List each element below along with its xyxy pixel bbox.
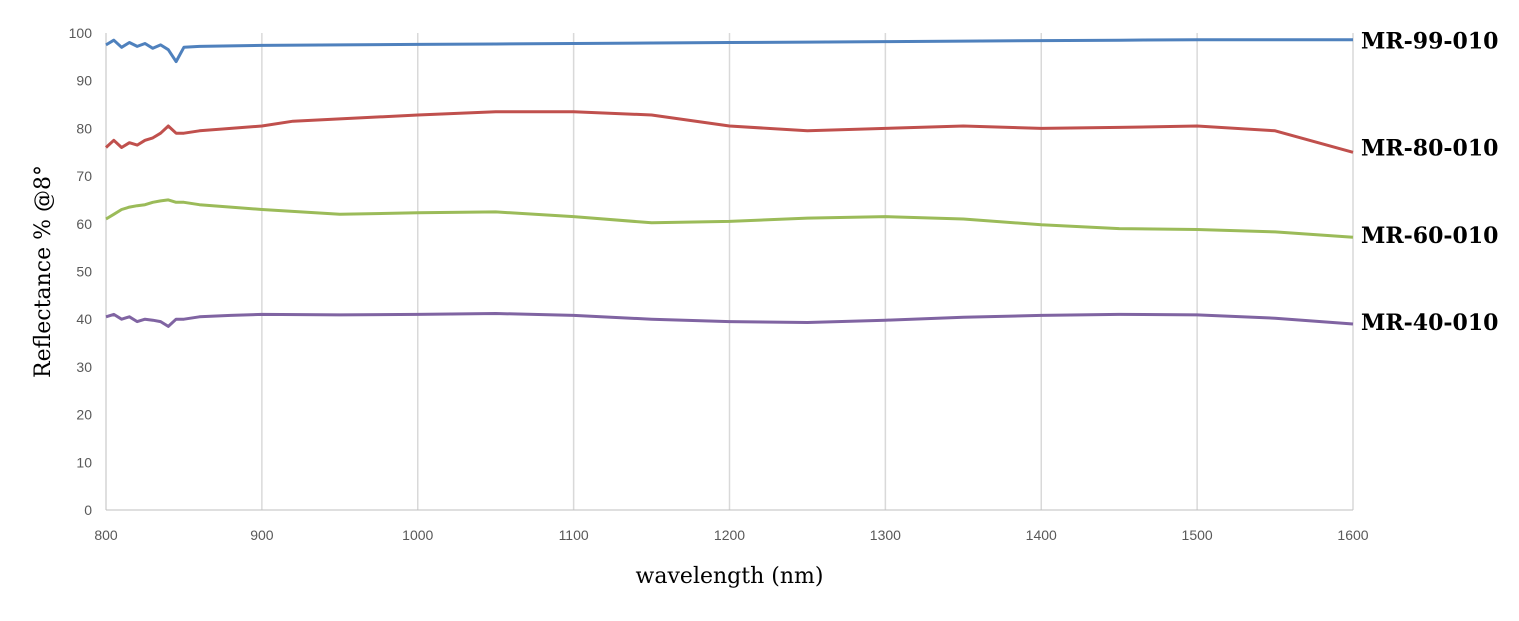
y-tick-label: 20 bbox=[76, 407, 92, 423]
series-label-3: MR-60-010 bbox=[1361, 223, 1498, 249]
y-tick-label: 50 bbox=[76, 264, 92, 280]
series-line-2 bbox=[104, 110, 1354, 154]
series-labels: MR-99-010 MR-80-010 MR-60-010 MR-40-010 bbox=[1361, 29, 1498, 336]
grid-lines bbox=[261, 33, 1354, 510]
x-tick-label: 1400 bbox=[1026, 527, 1057, 543]
y-tick-label: 70 bbox=[76, 168, 92, 184]
x-tick-label: 1300 bbox=[870, 527, 901, 543]
series-label-2: MR-80-010 bbox=[1361, 135, 1498, 161]
x-tick-label: 900 bbox=[250, 527, 274, 543]
y-tick-labels: 0 10 20 30 40 50 60 70 80 90 100 bbox=[69, 25, 93, 518]
y-tick-label: 0 bbox=[84, 502, 92, 518]
x-tick-label: 1200 bbox=[714, 527, 745, 543]
y-tick-label: 60 bbox=[76, 216, 92, 232]
y-tick-label: 90 bbox=[76, 73, 92, 89]
y-tick-label: 80 bbox=[76, 120, 92, 136]
y-tick-label: 10 bbox=[76, 454, 92, 470]
x-axis-title: wavelength (nm) bbox=[636, 564, 824, 589]
y-axis-title: Reflectance % @8° bbox=[31, 165, 56, 378]
y-tick-label: 30 bbox=[76, 359, 92, 375]
x-tick-label: 1000 bbox=[402, 527, 433, 543]
series-label-4: MR-40-010 bbox=[1361, 310, 1498, 336]
x-tick-label: 1600 bbox=[1337, 527, 1368, 543]
y-tick-label: 100 bbox=[69, 25, 93, 41]
x-tick-label: 1100 bbox=[559, 527, 589, 543]
x-tick-label: 800 bbox=[94, 527, 118, 543]
series-label-1: MR-99-010 bbox=[1361, 29, 1498, 55]
y-tick-label: 40 bbox=[76, 311, 92, 327]
series-line-3 bbox=[105, 198, 1354, 239]
series-line-4 bbox=[105, 312, 1354, 328]
x-tick-labels: 800 900 1000 1100 1200 1300 1400 1500 1600 bbox=[94, 527, 1368, 543]
series-lines bbox=[104, 38, 1354, 328]
series-line-1 bbox=[105, 38, 1353, 64]
x-tick-label: 1500 bbox=[1182, 527, 1213, 543]
